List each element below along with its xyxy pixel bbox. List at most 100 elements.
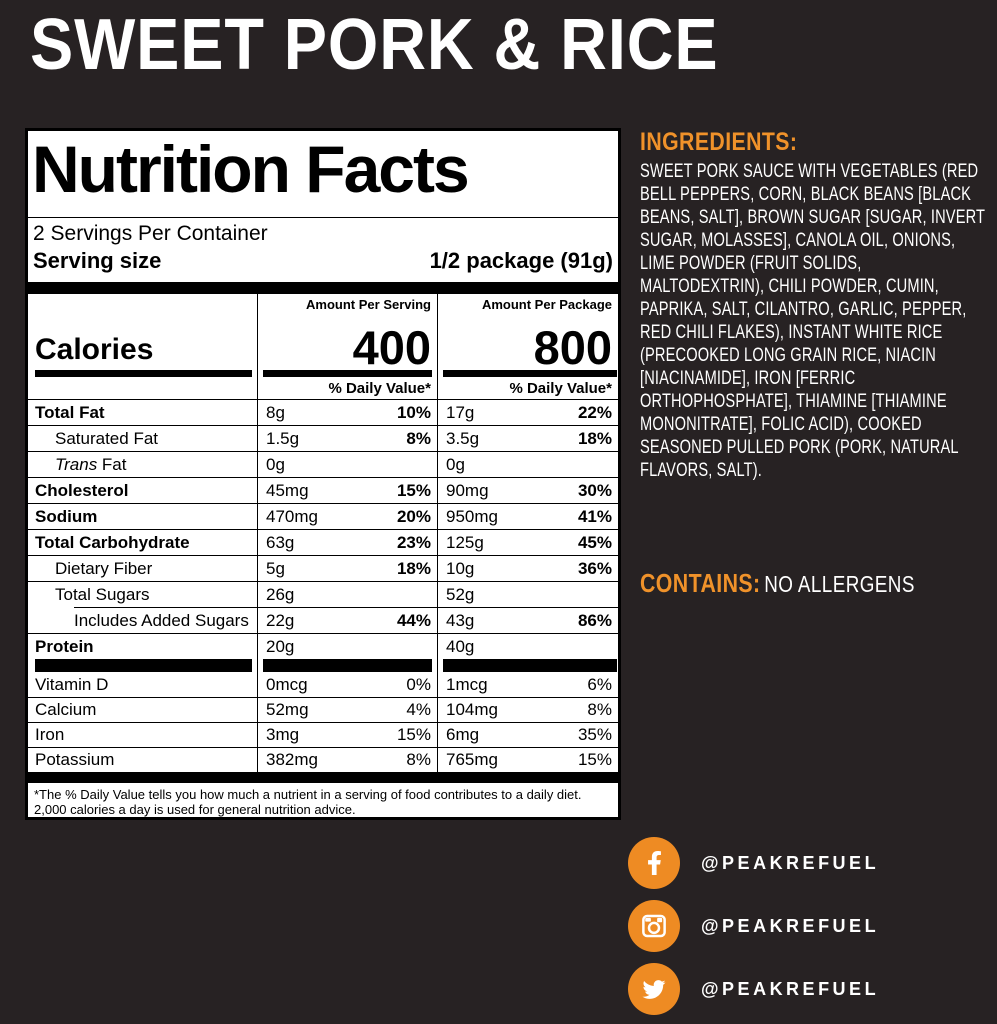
nutrient-label: Includes Added Sugars [74, 610, 249, 630]
bar-segment [443, 659, 617, 672]
social-handle: @PEAKREFUEL [701, 852, 880, 873]
twitter-icon [628, 963, 680, 1015]
serving-size-label: Serving size [33, 248, 162, 273]
nutrition-facts-heading: Nutrition Facts [32, 132, 470, 206]
nutrient-row-total-fat: Total Fat 8g 10% 17g 22% [28, 399, 618, 425]
nutrient-label: Cholesterol [35, 480, 129, 500]
thick-bar-row [28, 659, 618, 672]
serving-dv: 0% [406, 674, 431, 694]
serving-amount: 8g [266, 402, 285, 422]
daily-value-header-row: % Daily Value* % Daily Value* [28, 377, 618, 399]
social-handle: @PEAKREFUEL [701, 915, 880, 936]
nutrient-row-sodium: Sodium 470mg 20% 950mg 41% [28, 503, 618, 529]
package-dv: 30% [577, 480, 612, 500]
nutrient-label: Potassium [35, 750, 115, 769]
vitamin-row-vitamin-d: Vitamin D 0mcg 0% 1mcg 6% [28, 672, 618, 697]
nutrient-row-total-sugars: Total Sugars 26g 52g [28, 581, 618, 607]
serving-dv: 44% [396, 610, 431, 630]
nutrient-label: Calcium [35, 700, 97, 719]
package-amount: 765mg [446, 750, 498, 769]
nutrient-label: Fat [97, 454, 127, 474]
package-dv: 45% [577, 532, 612, 552]
serving-dv: 15% [396, 480, 431, 500]
serving-dv: 8% [406, 750, 431, 769]
instagram-icon [628, 900, 680, 952]
package-amount: 0g [446, 454, 465, 474]
serving-amount: 1.5g [266, 428, 300, 448]
package-dv: 6% [587, 674, 612, 694]
facebook-icon [628, 837, 680, 889]
nutrient-label: Total Fat [35, 402, 105, 422]
package-amount: 6mg [446, 725, 480, 744]
amount-header-row: Amount Per Serving Amount Per Package [28, 294, 618, 315]
ingredients-heading: INGREDIENTS: [640, 128, 798, 156]
daily-value-header-serving: % Daily Value* [257, 377, 437, 399]
serving-amount: 26g [266, 584, 295, 604]
serving-dv: 8% [406, 428, 431, 448]
thick-bar [28, 772, 618, 783]
vitamin-row-iron: Iron 3mg 15% 6mg 35% [28, 722, 618, 747]
social-row-twitter: @PEAKREFUEL [628, 963, 879, 1015]
nutrient-row-trans-fat: Trans Fat 0g 0g [28, 451, 618, 477]
package-amount: 125g [446, 532, 484, 552]
package-dv: 18% [577, 428, 612, 448]
bar-segment [263, 370, 432, 377]
contains-value: NO ALLERGENS [764, 571, 915, 597]
divider [28, 217, 618, 218]
medium-bar-row [28, 370, 618, 377]
nutrient-row-saturated-fat: Saturated Fat 1.5g 8% 3.5g 18% [28, 425, 618, 451]
package-dv: 36% [577, 558, 612, 578]
package-amount: 17g [446, 402, 475, 422]
serving-amount: 5g [266, 558, 285, 578]
package-amount: 40g [446, 636, 475, 656]
nutrient-row-total-carbohydrate: Total Carbohydrate 63g 23% 125g 45% [28, 529, 618, 555]
nutrient-row-added-sugars: Includes Added Sugars 22g 44% 43g 86% [28, 606, 618, 633]
package-amount: 52g [446, 584, 475, 604]
serving-dv: 10% [396, 402, 431, 422]
amount-per-package-header: Amount Per Package [437, 294, 618, 315]
allergen-statement: CONTAINS: NO ALLERGENS [640, 568, 915, 599]
serving-amount: 20g [266, 636, 295, 656]
nutrient-label: Total Sugars [55, 584, 150, 604]
nutrient-row-cholesterol: Cholesterol 45mg 15% 90mg 30% [28, 477, 618, 503]
daily-value-footnote: *The % Daily Value tells you how much a … [34, 787, 582, 817]
thick-bar [28, 282, 618, 294]
calories-row: Calories 400 800 [28, 315, 618, 371]
calories-per-serving: 400 [257, 315, 437, 371]
contains-heading: CONTAINS: [640, 568, 761, 598]
serving-amount: 382mg [266, 750, 318, 769]
product-title: SWEET PORK & RICE [30, 5, 719, 85]
label-right-column: INGREDIENTS: SWEET PORK SAUCE WITH VEGET… [640, 128, 990, 599]
vitamin-row-potassium: Potassium 382mg 8% 765mg 15% [28, 747, 618, 772]
calories-label: Calories [35, 333, 154, 366]
package-dv: 8% [587, 700, 612, 719]
social-handle: @PEAKREFUEL [701, 978, 880, 999]
package-dv: 15% [577, 750, 612, 769]
nutrient-label: Iron [35, 725, 65, 744]
serving-amount: 0mcg [266, 674, 308, 694]
serving-amount: 0g [266, 454, 285, 474]
nutrient-label: Vitamin D [35, 674, 109, 694]
serving-amount: 52mg [266, 700, 309, 719]
nutrient-row-dietary-fiber: Dietary Fiber 5g 18% 10g 36% [28, 555, 618, 581]
vitamin-row-calcium: Calcium 52mg 4% 104mg 8% [28, 697, 618, 722]
nutrient-row-protein: Protein 20g 40g [28, 633, 618, 659]
package-amount: 43g [446, 610, 475, 630]
serving-dv: 20% [396, 506, 431, 526]
social-row-facebook: @PEAKREFUEL [628, 837, 879, 889]
serving-amount: 3mg [266, 725, 300, 744]
serving-amount: 22g [266, 610, 295, 630]
package-amount: 950mg [446, 506, 498, 526]
serving-amount: 45mg [266, 480, 309, 500]
package-amount: 90mg [446, 480, 489, 500]
nutrient-label: Total Carbohydrate [35, 532, 190, 552]
ingredients-text: SWEET PORK SAUCE WITH VEGETABLES (RED BE… [640, 160, 985, 481]
nutrient-label: Protein [35, 636, 94, 656]
package-amount: 1mcg [446, 674, 488, 694]
bar-segment [35, 370, 252, 377]
package-amount: 10g [446, 558, 475, 578]
bar-segment [263, 659, 432, 672]
servings-per-container: 2 Servings Per Container [33, 222, 268, 245]
serving-amount: 470mg [266, 506, 318, 526]
